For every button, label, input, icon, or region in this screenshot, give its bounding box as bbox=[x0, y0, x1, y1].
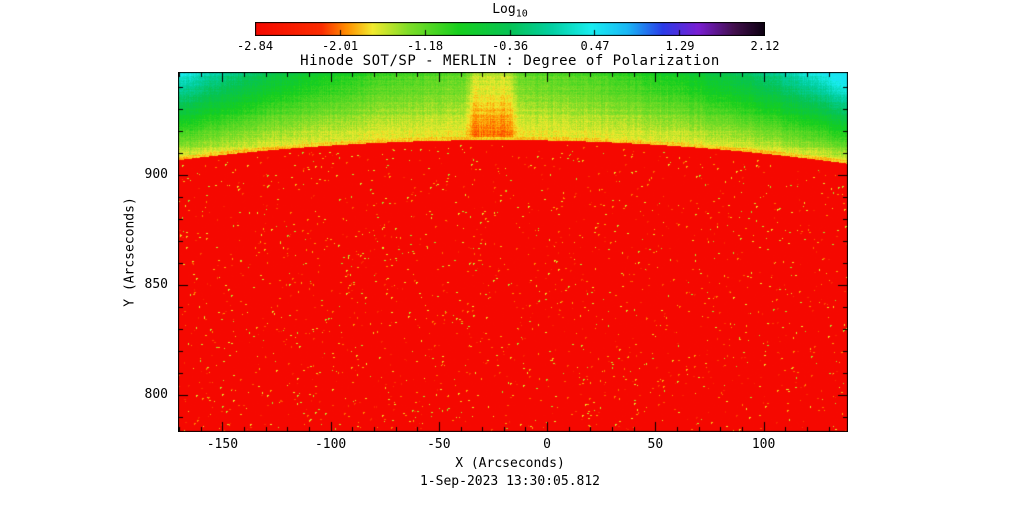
plot-title: Hinode SOT/SP - MERLIN : Degree of Polar… bbox=[300, 53, 720, 69]
colorbar-tick-label: -1.18 bbox=[406, 39, 444, 53]
heatmap-image bbox=[178, 72, 848, 432]
y-tick-label: 900 bbox=[144, 167, 168, 183]
colorbar-tick-label: 0.47 bbox=[580, 39, 610, 53]
observation-timestamp: 1-Sep-2023 13:30:05.812 bbox=[419, 474, 600, 489]
x-tick-label: 100 bbox=[751, 437, 776, 452]
colorbar-gradient bbox=[255, 22, 765, 36]
colorbar-tick-labels: -2.84 -2.01 -1.18 -0.36 0.47 1.29 2.12 bbox=[237, 39, 780, 54]
x-tick-label: 0 bbox=[543, 437, 552, 452]
colorbar-scale-label-text: Log bbox=[492, 2, 516, 17]
colorbar-scale-label-subscript: 10 bbox=[515, 8, 528, 20]
x-tick-label: 50 bbox=[647, 437, 664, 452]
y-axis-tick-labels: 800 850 900 bbox=[120, 72, 168, 432]
y-tick-label: 850 bbox=[144, 276, 168, 292]
colorbar-tick-label: -2.84 bbox=[236, 39, 274, 53]
colorbar-tick-label: 2.12 bbox=[750, 39, 780, 53]
x-tick-label: -150 bbox=[206, 437, 239, 452]
x-tick-label: -100 bbox=[314, 437, 347, 452]
x-tick-label: -50 bbox=[427, 437, 451, 452]
y-tick-label: 800 bbox=[144, 386, 168, 402]
colorbar-scale-label: Log10 bbox=[0, 2, 1020, 20]
colorbar-tick-label: 1.29 bbox=[665, 39, 695, 53]
colorbar-tick-label: -0.36 bbox=[491, 39, 529, 53]
x-axis-label: X (Arcseconds) bbox=[455, 456, 565, 471]
x-axis-tick-labels: -150 -100 -50 0 50 100 bbox=[178, 437, 848, 453]
colorbar-tick-label: -2.01 bbox=[321, 39, 359, 53]
